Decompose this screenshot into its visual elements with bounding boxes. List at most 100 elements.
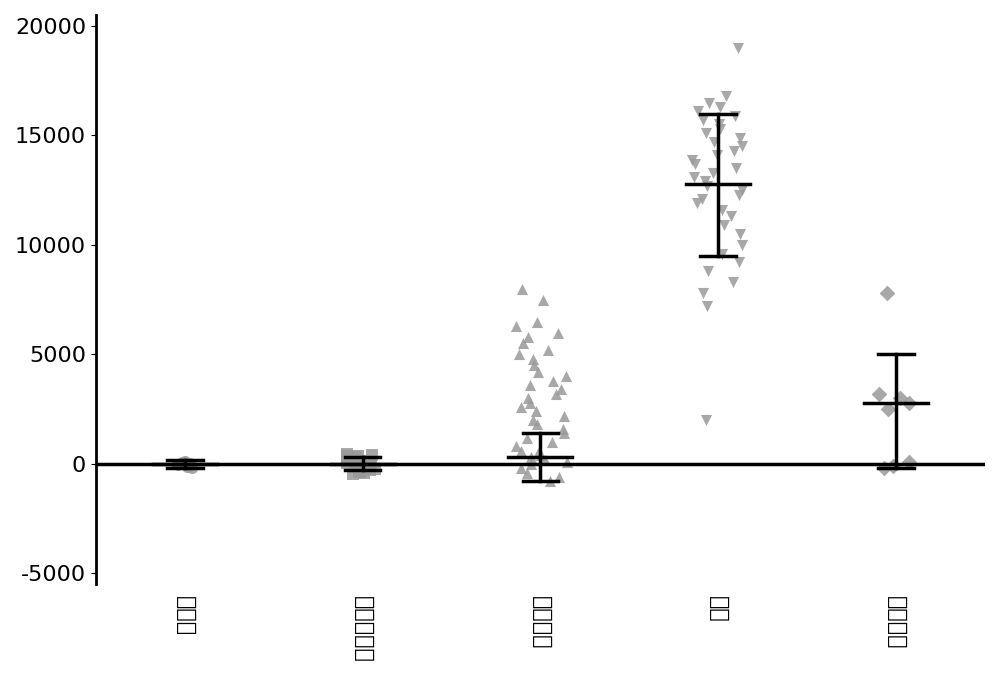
Point <box>347 462 363 473</box>
Point <box>358 463 374 474</box>
Point <box>523 452 539 463</box>
Point <box>553 384 569 395</box>
Point <box>556 410 572 421</box>
Point <box>169 458 185 469</box>
Point <box>347 460 363 471</box>
Point <box>734 239 750 250</box>
Point <box>732 132 748 143</box>
Point <box>519 467 535 478</box>
Point <box>701 97 717 108</box>
Point <box>513 401 529 412</box>
Point <box>555 424 571 435</box>
Point <box>519 432 535 443</box>
Point <box>537 454 553 465</box>
Point <box>699 180 715 191</box>
Point <box>731 257 747 268</box>
Point <box>726 145 742 156</box>
Point <box>352 458 368 469</box>
Point <box>184 463 200 474</box>
Point <box>731 189 747 200</box>
Point <box>712 102 728 113</box>
Point <box>353 455 369 466</box>
Point <box>686 172 702 182</box>
Point <box>530 367 546 378</box>
Point <box>351 466 367 477</box>
Point <box>725 277 741 287</box>
Point <box>558 371 574 382</box>
Point <box>716 220 732 231</box>
Point <box>179 462 195 473</box>
Point <box>339 458 355 468</box>
Point <box>522 397 538 408</box>
Point <box>533 450 549 460</box>
Point <box>514 283 530 294</box>
Point <box>714 205 730 216</box>
Point <box>892 393 908 403</box>
Point <box>182 458 198 468</box>
Point <box>709 150 725 161</box>
Point <box>350 450 366 461</box>
Point <box>879 287 895 298</box>
Point <box>559 456 575 467</box>
Point <box>723 211 739 222</box>
Point <box>700 266 716 277</box>
Point <box>363 456 379 467</box>
Point <box>356 467 372 478</box>
Point <box>550 327 566 338</box>
Point <box>522 380 538 391</box>
Point <box>520 393 536 403</box>
Point <box>699 301 715 312</box>
Point <box>880 403 896 414</box>
Point <box>697 176 713 187</box>
Point <box>732 228 748 239</box>
Point <box>885 460 901 471</box>
Point <box>345 468 361 479</box>
Point <box>525 415 541 426</box>
Point <box>530 447 546 458</box>
Point <box>542 476 558 487</box>
Point <box>511 349 527 360</box>
Point <box>339 449 355 460</box>
Point <box>718 91 734 102</box>
Point <box>545 375 561 386</box>
Point <box>339 451 355 462</box>
Point <box>712 123 728 134</box>
Point <box>687 159 703 170</box>
Point <box>364 450 380 460</box>
Point <box>526 360 542 371</box>
Point <box>343 454 359 465</box>
Point <box>347 452 363 463</box>
Point <box>181 460 197 471</box>
Point <box>523 458 539 469</box>
Point <box>730 43 746 54</box>
Point <box>528 406 544 417</box>
Point <box>544 437 560 447</box>
Point <box>694 193 710 204</box>
Point <box>698 128 714 139</box>
Point <box>901 397 917 408</box>
Point <box>714 248 730 259</box>
Point <box>556 428 572 439</box>
Point <box>540 344 556 355</box>
Point <box>367 464 383 475</box>
Point <box>901 456 917 467</box>
Point <box>170 460 186 471</box>
Point <box>727 111 743 121</box>
Point <box>728 163 744 174</box>
Point <box>362 465 378 476</box>
Point <box>525 353 541 364</box>
Point <box>695 287 711 298</box>
Point <box>535 294 551 305</box>
Point <box>352 466 368 477</box>
Point <box>706 136 722 147</box>
Point <box>529 419 545 430</box>
Point <box>734 184 750 195</box>
Point <box>684 154 700 165</box>
Point <box>711 119 727 130</box>
Point <box>734 141 750 152</box>
Point <box>520 332 536 342</box>
Point <box>362 460 378 471</box>
Point <box>513 463 529 474</box>
Point <box>508 441 524 452</box>
Point <box>515 338 531 349</box>
